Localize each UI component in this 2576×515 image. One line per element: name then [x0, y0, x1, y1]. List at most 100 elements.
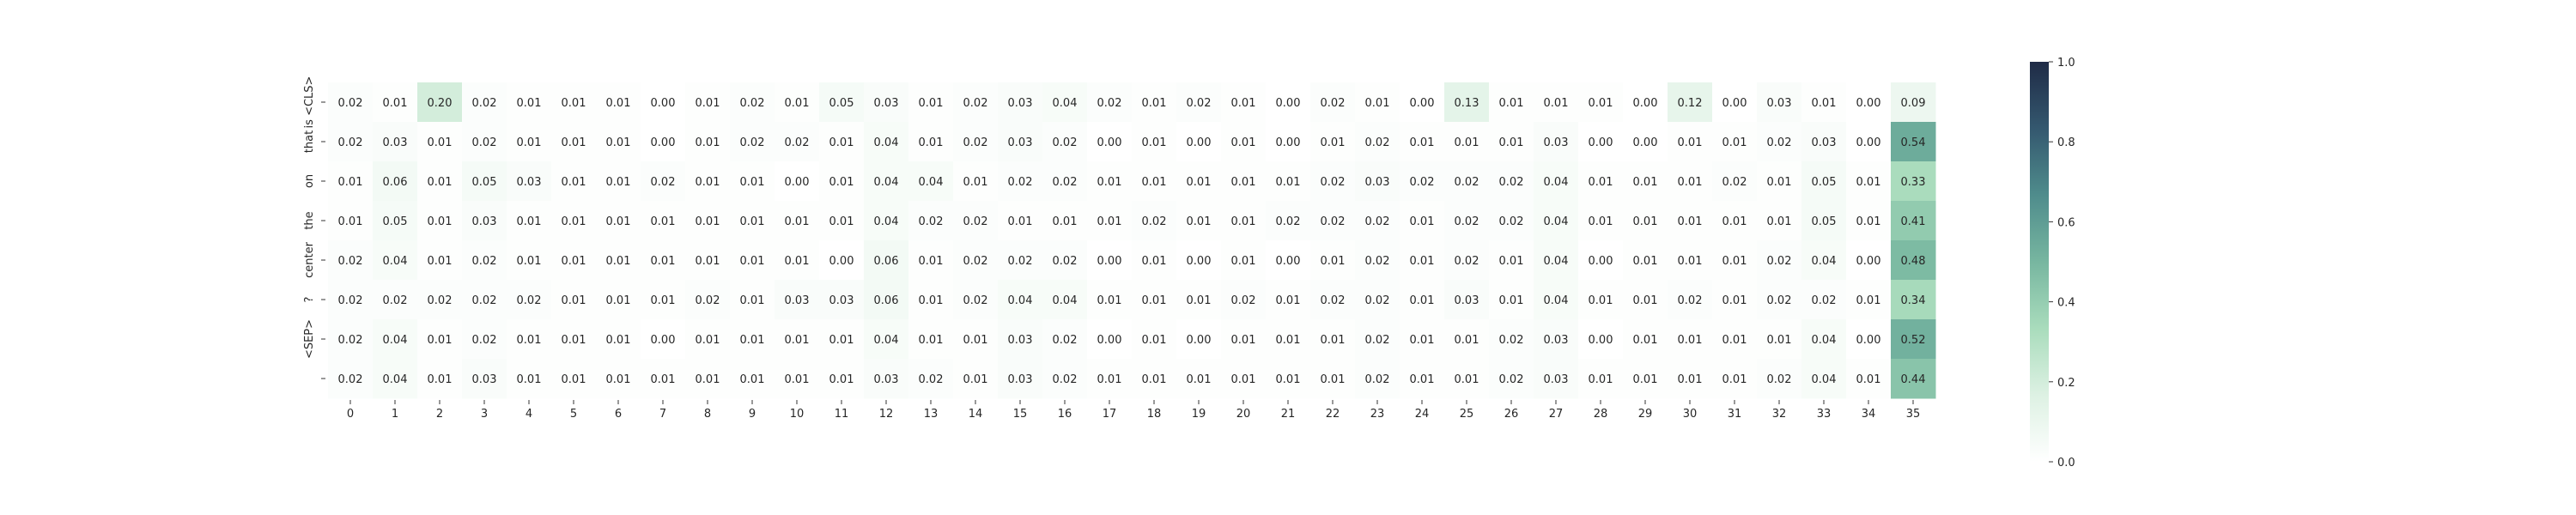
heatmap-cell: [1176, 161, 1222, 202]
heatmap-cell: [1176, 82, 1222, 123]
cell-value-label: 0.04: [1544, 176, 1569, 189]
cell-value-label: 0.54: [1901, 136, 1926, 149]
x-tick-label: 28: [1594, 408, 1608, 421]
cell-value-label: 0.01: [1856, 294, 1881, 307]
cell-value-label: 0.01: [383, 97, 408, 110]
cell-value-label: 0.04: [874, 334, 899, 347]
heatmap-cell: [1444, 122, 1490, 162]
cell-value-label: 0.00: [1097, 136, 1122, 149]
heatmap-cell: [1712, 240, 1758, 281]
cell-value-label: 0.01: [1589, 97, 1613, 110]
heatmap-cell: [998, 359, 1043, 399]
cell-value-label: 0.01: [919, 294, 944, 307]
heatmap-cell: [1132, 319, 1177, 360]
heatmap-cell: [1712, 359, 1758, 399]
cell-value-label: 0.00: [1589, 334, 1613, 347]
heatmap-cell: [775, 359, 820, 399]
cell-value-label: 0.00: [1633, 97, 1658, 110]
heatmap-cell: [1042, 280, 1088, 320]
heatmap-cell: [641, 240, 686, 281]
heatmap-cell: [1310, 359, 1356, 399]
heatmap-cell: [328, 122, 374, 162]
heatmap-cell: [641, 280, 686, 320]
heatmap-cell: [1355, 161, 1400, 202]
cell-value-label: 0.00: [1410, 97, 1435, 110]
heatmap-cell: [1087, 201, 1133, 241]
heatmap-cell: [730, 201, 775, 241]
cell-value-label: 0.02: [338, 334, 363, 347]
cell-value-label: 0.01: [696, 255, 720, 268]
cell-value-label: 0.01: [1053, 215, 1078, 228]
cell-value-label: 0.00: [785, 176, 810, 189]
cell-value-label: 0.09: [1901, 97, 1926, 110]
heatmap-cell: [819, 201, 865, 241]
heatmap-cell: [819, 161, 865, 202]
cell-value-label: 0.01: [1187, 294, 1212, 307]
heatmap-cell: [1176, 201, 1222, 241]
heatmap-cell: [953, 201, 999, 241]
cell-value-label: 0.01: [1321, 373, 1346, 386]
cell-value-label: 0.03: [1008, 136, 1033, 149]
x-tick-label: 10: [790, 408, 805, 421]
heatmap-cell: [551, 82, 597, 123]
heatmap-cell: [908, 201, 954, 241]
cell-value-label: 0.01: [428, 334, 453, 347]
cell-value-label: 0.01: [740, 294, 765, 307]
cell-value-label: 0.02: [338, 373, 363, 386]
cell-value-label: 0.01: [1231, 373, 1256, 386]
heatmap-cell: [864, 161, 909, 202]
cell-value-label: 0.01: [517, 97, 542, 110]
heatmap-cell: [328, 82, 374, 123]
heatmap-cell: [1042, 82, 1088, 123]
cell-value-label: 0.03: [829, 294, 854, 307]
heatmap-cell: [328, 319, 374, 360]
heatmap-cell: [998, 201, 1043, 241]
colorbar-tick-label: 0.0: [2057, 457, 2075, 470]
cell-value-label: 0.02: [1767, 255, 1792, 268]
heatmap-cell: [1712, 280, 1758, 320]
heatmap-cell: [1757, 161, 1802, 202]
heatmap-cell: [373, 280, 418, 320]
cell-value-label: 0.01: [1499, 255, 1524, 268]
cell-value-label: 0.01: [1231, 255, 1256, 268]
heatmap-cell: [596, 359, 641, 399]
cell-value-label: 0.05: [383, 215, 408, 228]
heatmap-cell: [1757, 319, 1802, 360]
heatmap-cell: [373, 359, 418, 399]
colorbar-tick-label: 0.8: [2057, 136, 2075, 149]
cell-value-label: 0.04: [874, 176, 899, 189]
cell-value-label: 0.03: [1008, 373, 1033, 386]
heatmap-cell: [1400, 359, 1445, 399]
cell-value-label: 0.02: [919, 373, 944, 386]
heatmap-cell: [1310, 122, 1356, 162]
heatmap-cell: [1132, 240, 1177, 281]
cell-value-label: 0.02: [338, 255, 363, 268]
cell-value-label: 0.05: [1812, 176, 1837, 189]
cell-value-label: 0.01: [1678, 215, 1703, 228]
heatmap-cell: [1534, 201, 1579, 241]
cell-value-label: 0.02: [1053, 255, 1078, 268]
cell-value-label: 0.00: [829, 255, 854, 268]
heatmap-cell: [685, 359, 731, 399]
cell-value-label: 0.02: [963, 215, 988, 228]
cell-value-label: 0.04: [1812, 255, 1837, 268]
heatmap-cell: [1578, 122, 1624, 162]
heatmap-cell: [1534, 82, 1579, 123]
cell-value-label: 0.02: [1321, 215, 1346, 228]
heatmap-cell: [1221, 201, 1267, 241]
heatmap-cell: [1757, 82, 1802, 123]
cell-value-label: 0.04: [874, 215, 899, 228]
heatmap-cell: [953, 319, 999, 360]
cell-value-label: 0.01: [919, 136, 944, 149]
cell-value-label: 0.01: [829, 215, 854, 228]
heatmap-cell: [1712, 161, 1758, 202]
cell-value-label: 0.00: [1097, 255, 1122, 268]
cell-value-label: 0.02: [963, 136, 988, 149]
cell-value-label: 0.01: [562, 373, 586, 386]
heatmap-cell: [641, 319, 686, 360]
heatmap-cell: [551, 201, 597, 241]
cell-value-label: 0.01: [1321, 136, 1346, 149]
cell-value-label: 0.01: [1678, 373, 1703, 386]
y-tick-label: center: [303, 241, 316, 277]
cell-value-label: 0.01: [606, 373, 631, 386]
